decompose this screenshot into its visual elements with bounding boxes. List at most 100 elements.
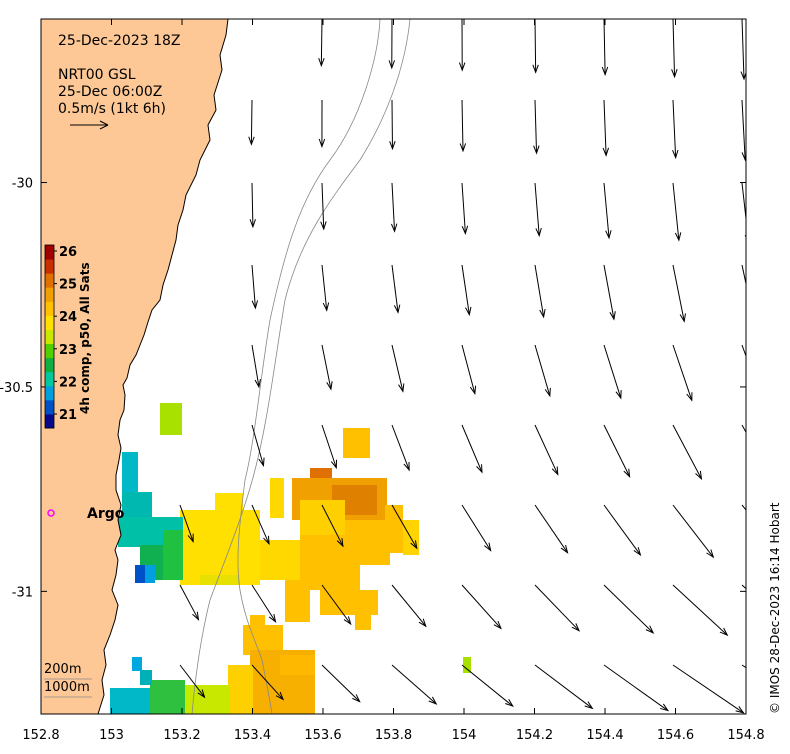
current-arrowhead: [758, 395, 763, 403]
depth-label-200m: 200m: [44, 662, 81, 677]
lon-tick-label: 154.6: [657, 728, 694, 743]
current-arrow: [604, 183, 609, 238]
current-arrow: [535, 19, 536, 72]
current-arrow: [742, 585, 790, 637]
land-mass: [41, 19, 228, 714]
current-arrow: [392, 183, 395, 231]
current-arrow: [742, 183, 749, 242]
colorbar-segment: [45, 287, 54, 302]
current-arrow: [392, 425, 409, 470]
colorbar-segment: [45, 400, 54, 415]
current-arrow: [462, 665, 513, 706]
sst-pixel: [285, 590, 310, 622]
header-date-time: 25-Dec-2023 18Z: [58, 33, 181, 49]
sst-pixel: [260, 540, 300, 580]
lon-tick-label: 153.6: [304, 728, 341, 743]
sst-pixel: [145, 565, 155, 583]
current-arrowhead: [750, 316, 755, 324]
current-arrow: [604, 665, 668, 711]
header-source: NRT00 GSL: [58, 67, 136, 83]
current-arrow: [673, 100, 676, 158]
current-arrow: [462, 505, 491, 550]
lon-tick-label: 153.8: [375, 728, 412, 743]
current-arrow: [535, 505, 568, 553]
sst-pixel: [215, 493, 243, 513]
current-arrow: [673, 665, 743, 713]
argo-label: Argo: [87, 506, 125, 522]
lon-tick-label: 152.8: [22, 728, 59, 743]
sst-pixel: [463, 657, 471, 673]
sst-pixel: [180, 685, 230, 714]
current-arrowhead: [696, 471, 702, 479]
current-arrow: [604, 425, 630, 477]
current-arrow: [673, 265, 684, 321]
current-arrow: [392, 265, 398, 312]
colorbar-tick-label: 25: [59, 278, 77, 293]
current-arrow: [742, 665, 790, 715]
sst-pixel: [122, 492, 152, 517]
colorbar-label: 4h comp, p50, All Sats: [78, 262, 92, 414]
current-arrow: [322, 665, 360, 702]
lon-tick-label: 154.2: [516, 728, 553, 743]
current-arrow: [252, 183, 253, 227]
current-vectors: [180, 19, 790, 715]
colorbar-segment: [45, 245, 54, 260]
current-arrow: [673, 19, 675, 77]
current-arrow: [742, 345, 763, 403]
colorbar-tick-label: 21: [59, 408, 77, 423]
colorbar-segment: [45, 358, 54, 373]
current-arrow: [742, 425, 773, 481]
colorbar-segment: [45, 259, 54, 274]
copyright-text: © IMOS 28-Dec-2023 16:14 Hobart: [768, 503, 782, 714]
depth-label-1000m: 1000m: [44, 680, 90, 695]
current-arrowhead: [269, 614, 275, 622]
current-arrow: [392, 585, 426, 626]
current-arrow: [322, 425, 336, 468]
current-arrow: [535, 425, 558, 474]
lon-tick-label: 154: [452, 728, 477, 743]
colorbar-tick-label: 24: [59, 310, 77, 325]
current-arrow: [673, 425, 701, 479]
sst-pixel: [343, 428, 370, 458]
current-arrow: [251, 100, 252, 144]
current-arrowhead: [484, 543, 490, 551]
header-current-time: 25-Dec 06:00Z: [58, 84, 162, 100]
sst-pixel: [140, 670, 152, 685]
lat-tick-label: -30: [12, 177, 33, 192]
current-arrow: [462, 585, 501, 628]
current-arrow: [742, 100, 745, 160]
current-arrow: [535, 183, 539, 236]
current-arrow: [321, 19, 322, 66]
current-arrow: [535, 585, 579, 631]
colorbar-segment: [45, 344, 54, 359]
current-arrow: [673, 183, 679, 240]
current-arrow: [180, 585, 198, 620]
current-arrow: [462, 425, 482, 472]
current-arrow: [392, 665, 436, 704]
sst-pixel: [135, 565, 145, 583]
current-arrowhead: [561, 545, 568, 553]
current-arrow: [535, 665, 592, 708]
colorbar-segment: [45, 414, 54, 429]
lon-tick-label: 153.4: [234, 728, 271, 743]
current-arrow: [604, 100, 606, 155]
lon-tick-label: 153.2: [163, 728, 200, 743]
lon-tick-label: 154.8: [727, 728, 764, 743]
current-arrowhead: [736, 706, 744, 712]
current-arrowhead: [192, 612, 198, 620]
current-arrow: [462, 265, 469, 315]
current-arrow: [742, 19, 744, 79]
colorbar-segment: [45, 386, 54, 401]
current-arrow: [392, 345, 403, 391]
colorbar-segment: [45, 273, 54, 288]
sst-pixel: [150, 680, 185, 714]
sst-pixel: [163, 530, 183, 580]
current-arrow: [604, 345, 621, 398]
sst-pixel: [228, 665, 253, 714]
colorbar-segment: [45, 315, 54, 330]
current-arrow: [462, 183, 465, 233]
lon-tick-label: 153: [99, 728, 124, 743]
sst-pixel: [160, 403, 182, 435]
current-arrow: [535, 265, 544, 317]
